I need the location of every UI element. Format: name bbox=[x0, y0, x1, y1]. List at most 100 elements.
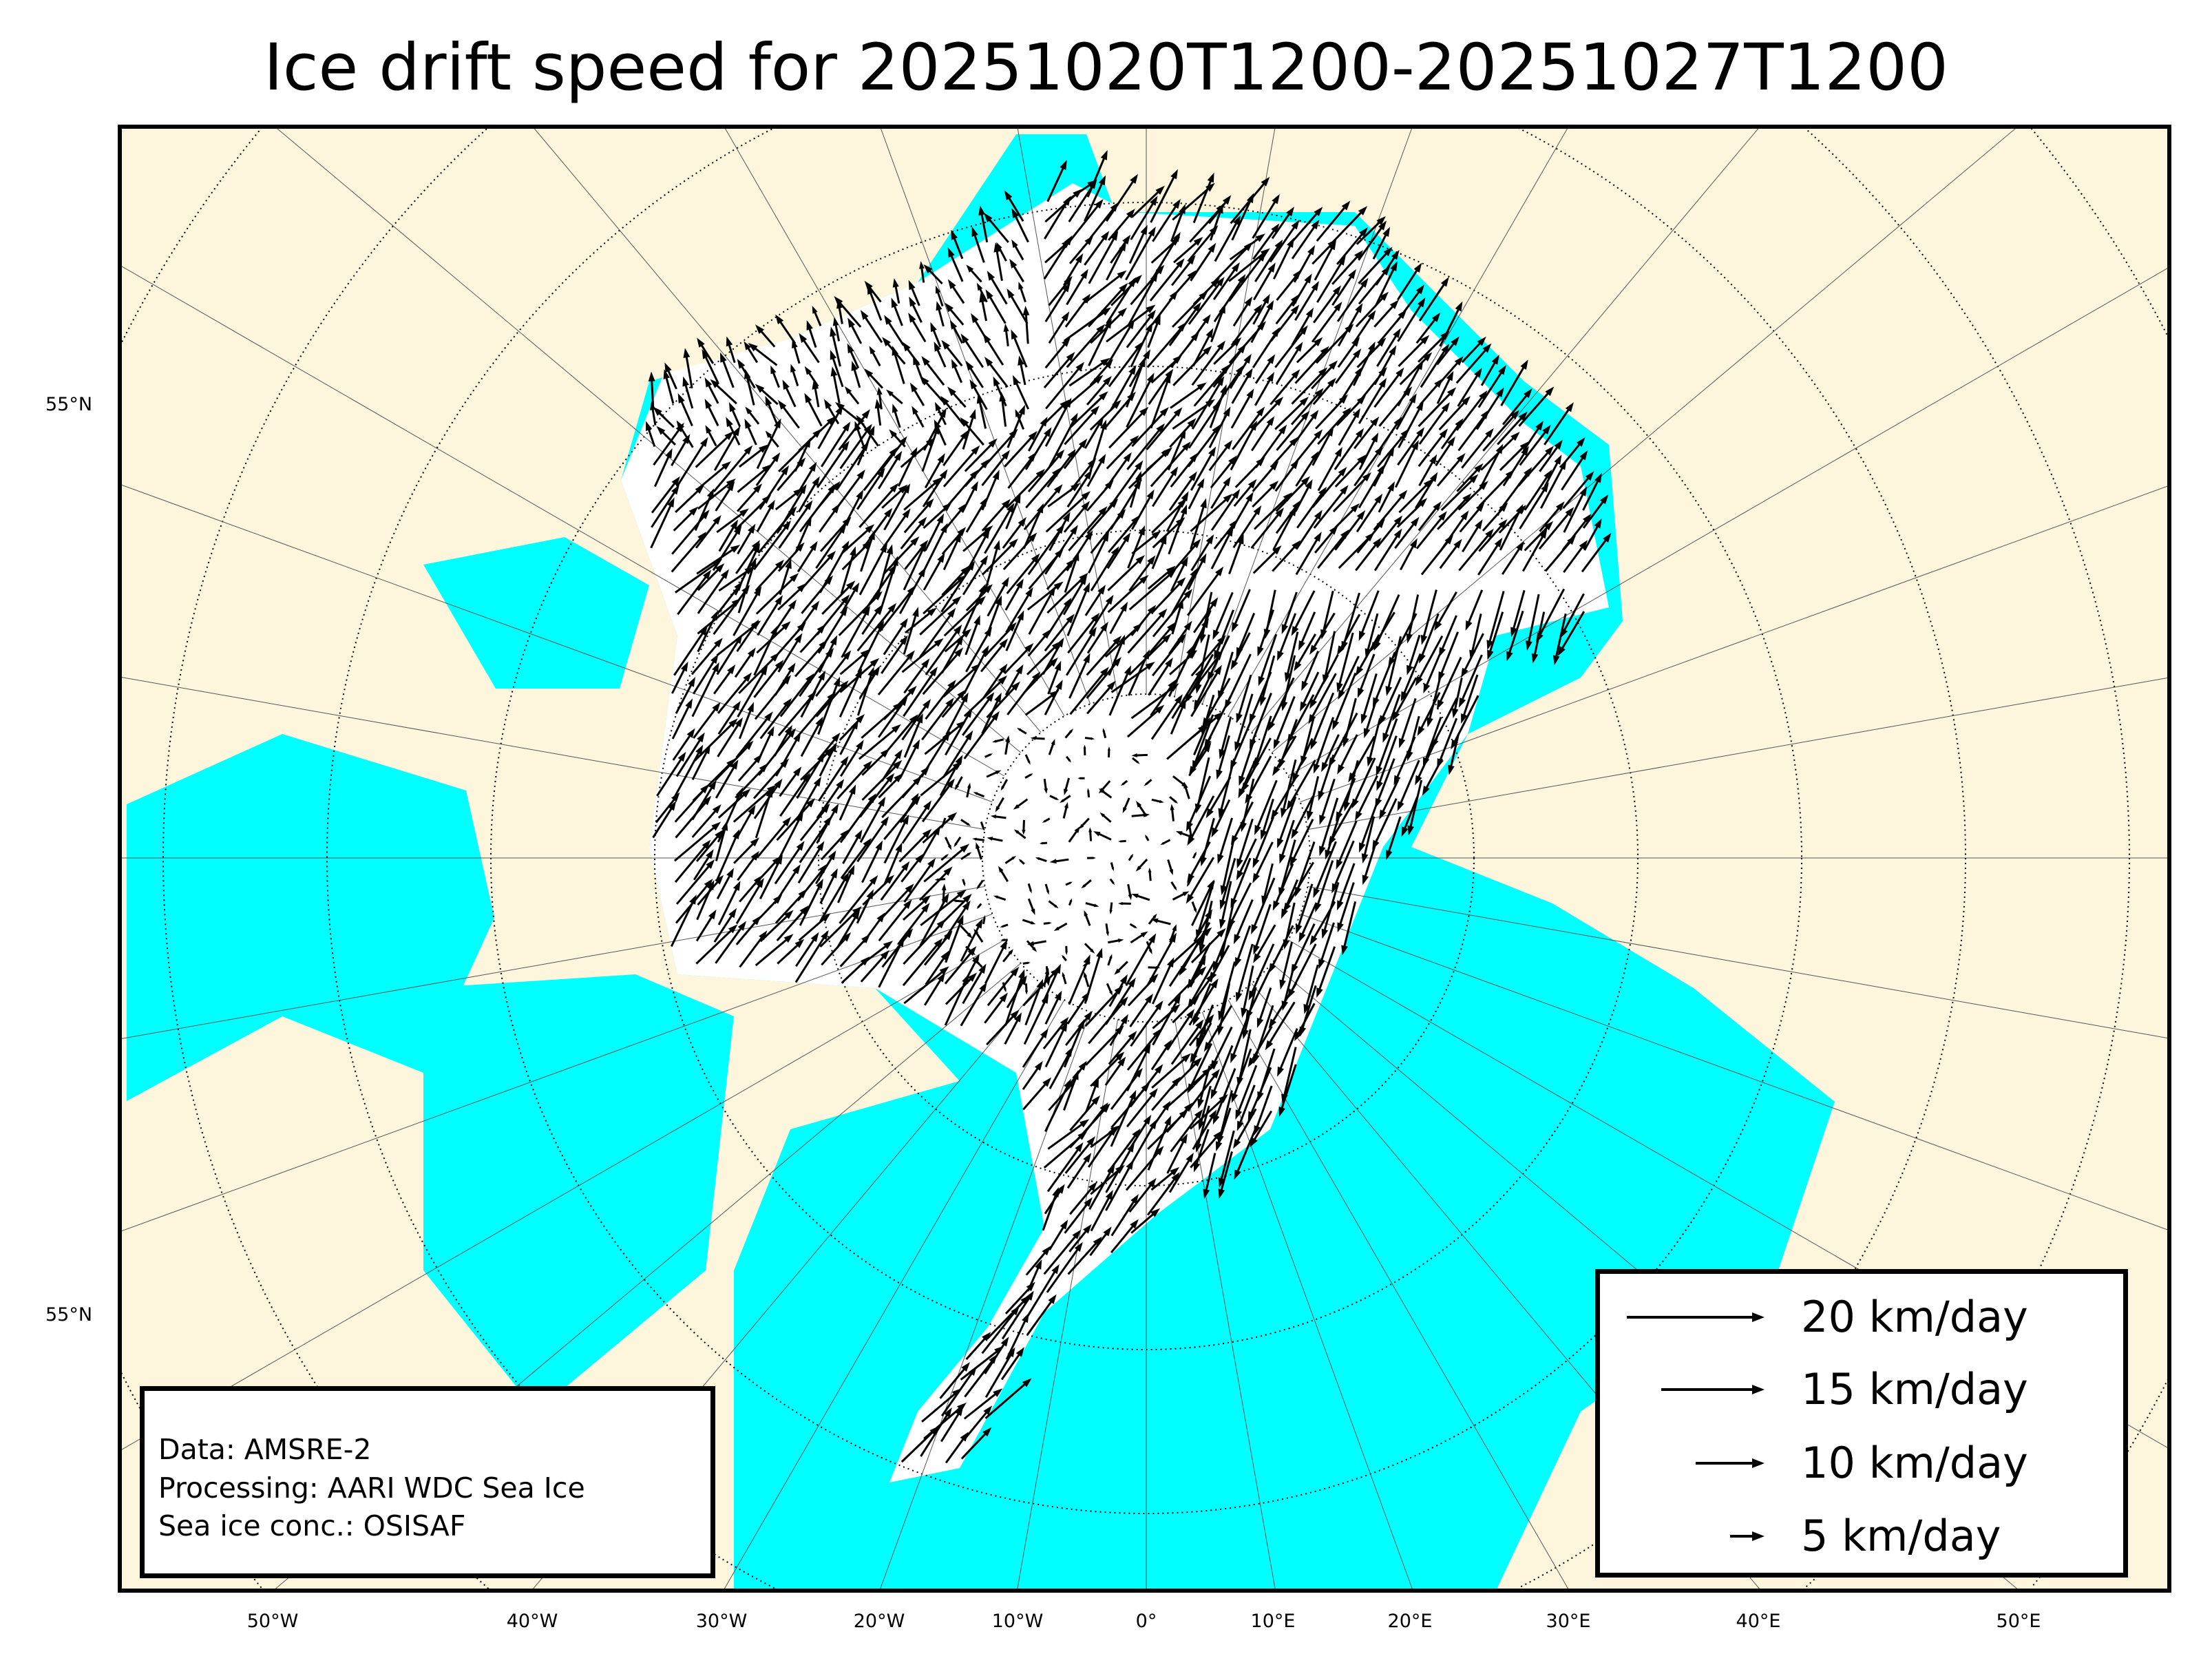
drift-arrow bbox=[716, 581, 743, 615]
drift-arrow bbox=[1334, 510, 1366, 551]
drift-arrow bbox=[960, 925, 973, 939]
drift-arrow bbox=[1362, 838, 1378, 886]
drift-arrow bbox=[883, 536, 920, 574]
drift-arrow bbox=[909, 296, 923, 323]
drift-arrow bbox=[1257, 609, 1275, 657]
info-conc: Sea ice conc.: OSISAF bbox=[158, 1509, 466, 1542]
drift-arrow bbox=[952, 899, 965, 903]
drift-arrow bbox=[1068, 653, 1091, 699]
drift-arrow bbox=[847, 317, 863, 344]
drift-arrow bbox=[1190, 446, 1216, 491]
drift-arrow bbox=[1018, 859, 1025, 865]
drift-arrow bbox=[1271, 437, 1298, 468]
drift-arrow bbox=[963, 1405, 993, 1441]
drift-arrow bbox=[1004, 856, 1017, 864]
drift-arrow bbox=[1193, 909, 1212, 943]
lon-label: 30°E bbox=[1546, 1611, 1591, 1632]
drift-arrow bbox=[1230, 388, 1254, 429]
drift-arrow bbox=[1126, 373, 1155, 428]
drift-arrow bbox=[815, 523, 847, 569]
drift-arrow bbox=[898, 828, 932, 863]
drift-arrow bbox=[1105, 1160, 1134, 1211]
drift-arrow bbox=[1068, 179, 1097, 222]
drift-arrow bbox=[951, 229, 964, 260]
drift-arrow bbox=[924, 453, 945, 489]
drift-arrow bbox=[1295, 451, 1319, 487]
drift-arrow bbox=[1355, 775, 1378, 821]
drift-arrow bbox=[1002, 949, 1013, 963]
drift-arrow bbox=[1063, 1018, 1085, 1068]
meridian-line bbox=[120, 483, 993, 803]
drift-arrow bbox=[1117, 901, 1131, 905]
drift-arrow bbox=[1251, 877, 1276, 934]
drift-arrow bbox=[1001, 1290, 1034, 1340]
drift-arrow bbox=[898, 903, 930, 945]
drift-arrow bbox=[1084, 417, 1104, 449]
drift-arrow bbox=[1088, 231, 1119, 284]
drift-arrow bbox=[984, 939, 1008, 984]
drift-arrow bbox=[1376, 515, 1403, 548]
drift-arrow bbox=[715, 921, 747, 964]
drift-arrow bbox=[1254, 239, 1283, 282]
drift-arrow bbox=[717, 672, 752, 714]
meridian-line bbox=[120, 264, 1005, 777]
drift-arrow bbox=[1316, 946, 1336, 998]
drift-arrow bbox=[820, 829, 850, 861]
drift-arrow bbox=[1128, 569, 1177, 611]
drift-arrow bbox=[1150, 441, 1191, 488]
drift-arrow bbox=[1189, 1069, 1220, 1109]
drift-arrow bbox=[1013, 798, 1029, 810]
drift-arrow bbox=[877, 696, 908, 738]
drift-arrow bbox=[878, 585, 916, 632]
drift-arrow bbox=[1482, 410, 1519, 452]
drift-arrow bbox=[984, 753, 993, 758]
drift-arrow bbox=[1398, 698, 1417, 748]
drift-arrow bbox=[1212, 591, 1234, 640]
drift-arrow bbox=[1025, 468, 1061, 509]
drift-arrow bbox=[1544, 535, 1577, 572]
drift-arrow bbox=[856, 816, 889, 863]
drift-arrow bbox=[1526, 594, 1540, 651]
drift-arrow bbox=[1457, 481, 1488, 511]
drift-arrow bbox=[1385, 636, 1402, 696]
drift-arrow bbox=[1068, 954, 1091, 1005]
hudson-bay bbox=[127, 734, 494, 1101]
drift-arrow bbox=[1234, 925, 1252, 967]
drift-arrow bbox=[1169, 796, 1179, 804]
drift-arrow bbox=[1230, 632, 1251, 671]
drift-arrow bbox=[1440, 418, 1464, 450]
drift-arrow bbox=[1148, 657, 1173, 696]
drift-arrow bbox=[1235, 1065, 1258, 1120]
drift-arrow bbox=[942, 430, 969, 466]
drift-arrow bbox=[1217, 817, 1234, 864]
drift-arrow bbox=[1420, 589, 1437, 645]
drift-arrow bbox=[1063, 307, 1111, 342]
drift-arrow bbox=[1552, 613, 1567, 666]
drift-arrow bbox=[1015, 409, 1025, 430]
drift-arrow bbox=[1499, 441, 1529, 472]
drift-arrow bbox=[1397, 297, 1426, 342]
meridian-line bbox=[1201, 1012, 1413, 1591]
drift-arrow bbox=[1357, 653, 1376, 698]
drift-arrow bbox=[821, 580, 856, 615]
drift-arrow bbox=[949, 320, 964, 344]
drift-arrow bbox=[1353, 446, 1384, 487]
drift-arrow bbox=[862, 507, 893, 549]
drift-arrow bbox=[1042, 1016, 1069, 1049]
drift-arrow bbox=[1152, 994, 1181, 1046]
drift-arrow bbox=[799, 803, 830, 841]
drift-arrow bbox=[1026, 940, 1046, 946]
meridian-line bbox=[1300, 913, 2169, 1231]
drift-arrow bbox=[921, 424, 939, 472]
drift-arrow bbox=[752, 758, 790, 799]
drift-arrow bbox=[1043, 778, 1048, 794]
drift-arrow bbox=[1160, 839, 1171, 846]
drift-arrow bbox=[860, 310, 883, 344]
drift-arrow bbox=[980, 821, 984, 831]
drift-arrow bbox=[965, 1332, 991, 1361]
drift-arrow bbox=[936, 301, 945, 327]
drift-arrow bbox=[1005, 610, 1024, 651]
drift-arrow bbox=[755, 452, 781, 487]
meridian-line bbox=[120, 676, 985, 830]
drift-arrow bbox=[925, 950, 949, 985]
